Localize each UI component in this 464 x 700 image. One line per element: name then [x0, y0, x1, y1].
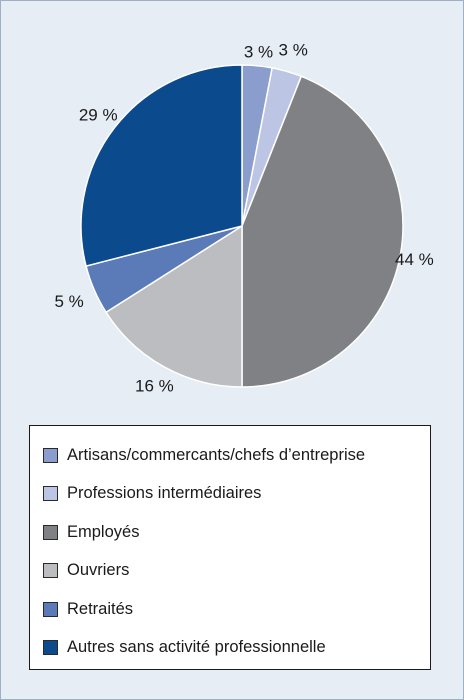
- legend-label: Retraités: [67, 599, 134, 618]
- legend: Artisans/commercants/chefs d’entreprise …: [29, 425, 431, 670]
- slice-value-label: 5 %: [54, 292, 83, 311]
- legend-swatch: [43, 640, 58, 656]
- pie-slice: [241, 75, 404, 388]
- pie-slice: [80, 64, 243, 267]
- legend-item-employes: Employés: [30, 513, 430, 552]
- legend-item-ouvriers: Ouvriers: [30, 552, 430, 591]
- legend-label: Professions intermédiaires: [67, 484, 262, 503]
- slice-value-label: 44 %: [395, 250, 434, 269]
- legend-swatch: [43, 486, 58, 502]
- slice-value-label: 16 %: [135, 376, 174, 395]
- legend-item-professions-intermediaires: Professions intermédiaires: [30, 475, 430, 514]
- legend-swatch: [43, 524, 58, 540]
- legend-swatch: [43, 563, 58, 579]
- slice-value-label: 29 %: [79, 106, 118, 125]
- pie-slice: [105, 224, 243, 388]
- pie-chart: 3 % 3 % 44 % 16 % 5 % 29 %: [54, 41, 434, 396]
- slice-value-label: 3 %: [244, 42, 273, 61]
- legend-item-artisans: Artisans/commercants/chefs d’entreprise: [30, 436, 430, 475]
- legend-label: Artisans/commercants/chefs d’entreprise: [67, 445, 366, 464]
- legend-swatch: [43, 447, 58, 463]
- legend-item-retraites: Retraités: [30, 590, 430, 629]
- legend-swatch: [43, 601, 58, 617]
- slice-value-label: 3 %: [279, 41, 308, 60]
- legend-item-autres-sans-activite: Autres sans activité professionnelle: [30, 629, 430, 668]
- legend-label: Employés: [67, 522, 140, 541]
- legend-label: Autres sans activité professionnelle: [67, 638, 326, 657]
- legend-label: Ouvriers: [67, 561, 130, 580]
